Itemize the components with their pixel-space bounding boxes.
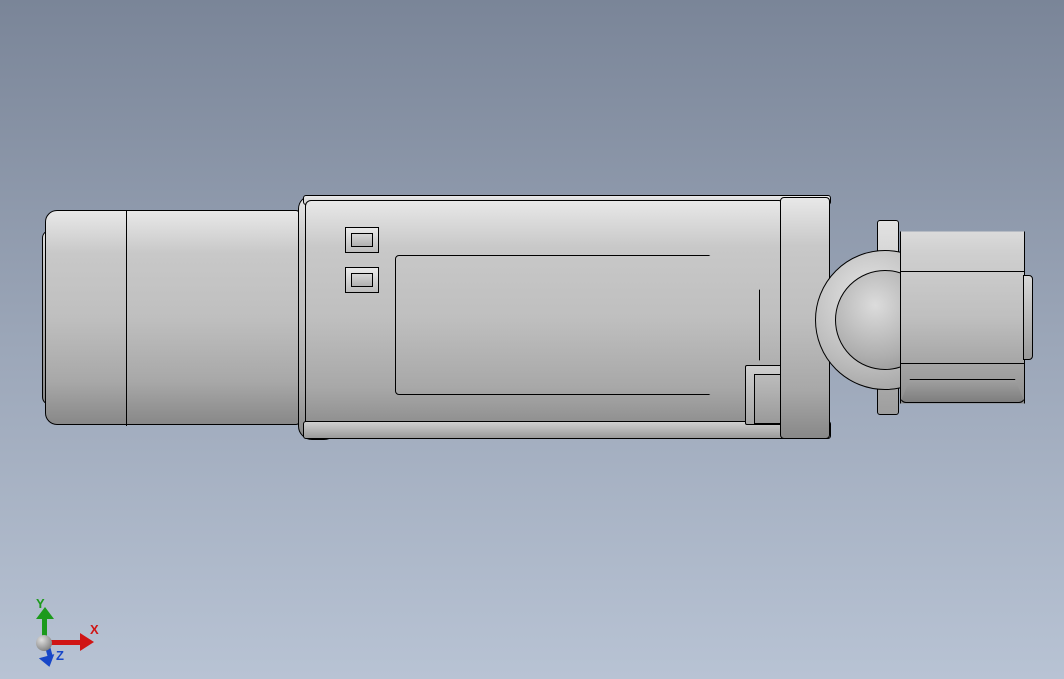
seg-button-boss-2 [345, 267, 379, 293]
model-stage[interactable] [0, 0, 1064, 679]
y-axis-label: Y [36, 596, 45, 611]
seg-cover-plate-etch [395, 255, 760, 395]
x-axis-label: X [90, 622, 99, 637]
seg-grip-cylinder [45, 210, 300, 425]
z-axis-label: Z [56, 648, 64, 663]
triad-origin-icon [36, 635, 52, 651]
cad-part[interactable] [45, 195, 1025, 440]
seg-hex-nut-chamfer-bot [900, 379, 1025, 403]
seg-button-boss-1 [345, 227, 379, 253]
seg-end-stub [1023, 275, 1033, 360]
orientation-triad[interactable]: X Y Z [18, 591, 108, 661]
x-axis-arrow-icon [48, 640, 82, 645]
cad-3d-viewport[interactable]: X Y Z [0, 0, 1064, 679]
